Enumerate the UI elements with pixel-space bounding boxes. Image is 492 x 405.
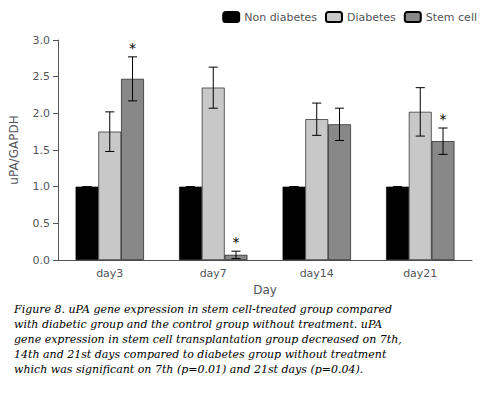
svg-text:uPA/GAPDH: uPA/GAPDH (7, 115, 21, 184)
svg-text:*: * (129, 40, 136, 56)
svg-text:Diabetes: Diabetes (347, 11, 396, 24)
svg-text:Stem cell: Stem cell (426, 11, 477, 24)
svg-text:gene expression in stem cell t: gene expression in stem cell transplanta… (14, 333, 402, 346)
svg-text:day21: day21 (403, 267, 437, 280)
svg-text:0.0: 0.0 (33, 254, 51, 267)
svg-text:day14: day14 (300, 267, 334, 280)
svg-text:0.5: 0.5 (33, 217, 51, 230)
svg-text:Figure 8. uPA gene expression: Figure 8. uPA gene expression in stem ce… (13, 303, 392, 316)
svg-text:3.0: 3.0 (33, 34, 51, 47)
svg-text:14th and 21st days compared to: 14th and 21st days compared to diabetes … (14, 348, 387, 361)
svg-text:*: * (440, 111, 447, 127)
svg-text:day7: day7 (200, 267, 227, 280)
svg-text:day3: day3 (96, 267, 123, 280)
svg-text:1.0: 1.0 (33, 180, 51, 193)
svg-text:Non diabetes: Non diabetes (244, 11, 317, 24)
svg-text:2.0: 2.0 (33, 107, 51, 120)
svg-text:2.5: 2.5 (33, 70, 51, 83)
svg-text:*: * (233, 234, 240, 250)
svg-text:1.5: 1.5 (33, 144, 51, 157)
svg-text:which was significant on 7th (: which was significant on 7th (p=0.01) an… (14, 363, 363, 376)
svg-text:with diabetic group and the co: with diabetic group and the control grou… (14, 318, 382, 331)
svg-text:Day: Day (253, 283, 277, 297)
